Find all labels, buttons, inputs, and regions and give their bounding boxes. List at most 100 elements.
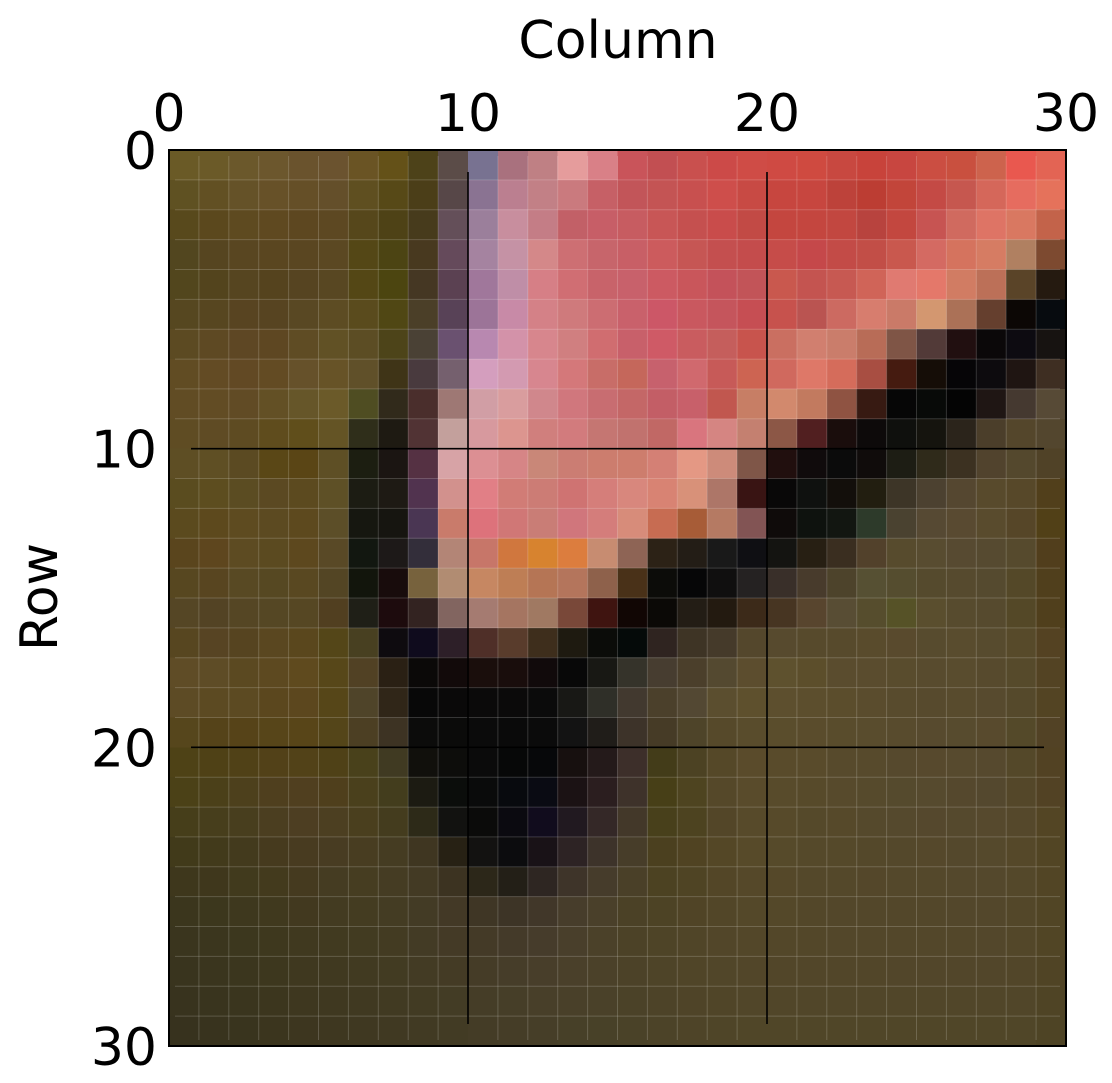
heatmap-cell xyxy=(707,896,738,928)
heatmap-cell xyxy=(408,956,439,987)
heatmap-cell xyxy=(976,179,1007,211)
heatmap-cell xyxy=(378,359,409,390)
heatmap-cell xyxy=(916,598,947,629)
heatmap-cell xyxy=(587,179,619,211)
heatmap-cell xyxy=(707,777,738,808)
heatmap-cell xyxy=(169,209,200,241)
heatmap-cell xyxy=(438,359,469,390)
heatmap-cell xyxy=(1006,627,1037,659)
heatmap-cell xyxy=(288,598,320,629)
heatmap-cell xyxy=(228,329,260,360)
heatmap-cell xyxy=(617,1016,648,1047)
heatmap-cell xyxy=(826,807,858,838)
heatmap-cell xyxy=(557,986,589,1017)
heatmap-cell xyxy=(408,896,439,928)
heatmap-cell xyxy=(737,747,768,778)
heatmap-cell xyxy=(527,687,559,719)
heatmap-cell xyxy=(1006,717,1037,748)
heatmap-cell xyxy=(856,418,888,450)
heatmap-cell xyxy=(916,926,947,957)
heatmap-cell xyxy=(527,179,559,211)
heatmap-cell xyxy=(169,687,200,719)
heatmap-cell xyxy=(916,866,947,898)
heatmap-cell xyxy=(946,269,977,300)
heatmap-cell xyxy=(228,299,260,330)
heatmap-cell xyxy=(916,388,947,420)
heatmap-cell xyxy=(1006,836,1037,868)
heatmap-cell xyxy=(617,777,648,808)
heatmap-cell xyxy=(856,866,888,898)
x-tick-label: 30 xyxy=(1033,84,1099,144)
heatmap-cell xyxy=(677,150,708,181)
heatmap-cell xyxy=(946,508,977,539)
heatmap-cell xyxy=(348,329,379,360)
heatmap-cell xyxy=(228,359,260,390)
heatmap-cell xyxy=(826,179,858,211)
heatmap-cell xyxy=(886,866,918,898)
heatmap-cell xyxy=(348,657,379,689)
heatmap-cell xyxy=(886,926,918,957)
heatmap-cell xyxy=(198,150,230,181)
heatmap-cell xyxy=(587,299,619,330)
heatmap-cell xyxy=(1006,747,1037,778)
heatmap-cell xyxy=(497,508,529,539)
heatmap-cell xyxy=(767,239,798,271)
heatmap-cell xyxy=(1006,687,1037,719)
heatmap-cell xyxy=(826,359,858,390)
heatmap-cell xyxy=(408,866,439,898)
heatmap-cell xyxy=(198,388,230,420)
heatmap-cell xyxy=(288,687,320,719)
heatmap-cell xyxy=(587,777,619,808)
heatmap-cell xyxy=(796,866,828,898)
heatmap-cell xyxy=(826,627,858,659)
heatmap-cell xyxy=(258,538,290,569)
heatmap-cell xyxy=(258,717,290,748)
heatmap-cell xyxy=(378,657,409,689)
heatmap-cell xyxy=(1036,508,1067,539)
heatmap-cell xyxy=(916,538,947,569)
heatmap-cell xyxy=(1006,209,1037,241)
heatmap-cell xyxy=(527,896,559,928)
heatmap-cell xyxy=(1036,777,1067,808)
heatmap-cell xyxy=(288,568,320,599)
heatmap-cell xyxy=(737,807,768,838)
heatmap-cell xyxy=(318,508,349,539)
heatmap-cell xyxy=(228,1016,260,1047)
heatmap-cell xyxy=(497,866,529,898)
heatmap-cell xyxy=(707,1016,738,1047)
heatmap-cell xyxy=(378,478,409,509)
heatmap-cell xyxy=(408,1016,439,1047)
heatmap-cell xyxy=(318,956,349,987)
heatmap-cell xyxy=(976,747,1007,778)
heatmap-cell xyxy=(378,150,409,181)
heatmap-cell xyxy=(468,777,499,808)
heatmap-cell xyxy=(527,508,559,539)
heatmap-cell xyxy=(886,687,918,719)
heatmap-cell xyxy=(378,448,409,480)
heatmap-cell xyxy=(1036,866,1067,898)
heatmap-cell xyxy=(826,836,858,868)
heatmap-cell xyxy=(886,717,918,748)
heatmap-cell xyxy=(707,866,738,898)
heatmap-cell xyxy=(288,299,320,330)
heatmap-cell xyxy=(976,538,1007,569)
heatmap-cell xyxy=(856,508,888,539)
heatmap-cell xyxy=(288,807,320,838)
heatmap-cell xyxy=(1036,359,1067,390)
heatmap-cell xyxy=(826,448,858,480)
heatmap-cell xyxy=(856,747,888,778)
heatmap-cell xyxy=(647,239,678,271)
heatmap-cell xyxy=(378,239,409,271)
heatmap-cell xyxy=(169,269,200,300)
heatmap-cell xyxy=(617,478,648,509)
heatmap-cell xyxy=(198,747,230,778)
heatmap-cell xyxy=(886,568,918,599)
heatmap-cell xyxy=(1006,359,1037,390)
heatmap-cell xyxy=(497,1016,529,1047)
heatmap-cell xyxy=(946,179,977,211)
heatmap-cell xyxy=(737,329,768,360)
heatmap-cell xyxy=(318,269,349,300)
heatmap-cell xyxy=(348,986,379,1017)
heatmap-cell xyxy=(497,986,529,1017)
heatmap-cell xyxy=(318,299,349,330)
